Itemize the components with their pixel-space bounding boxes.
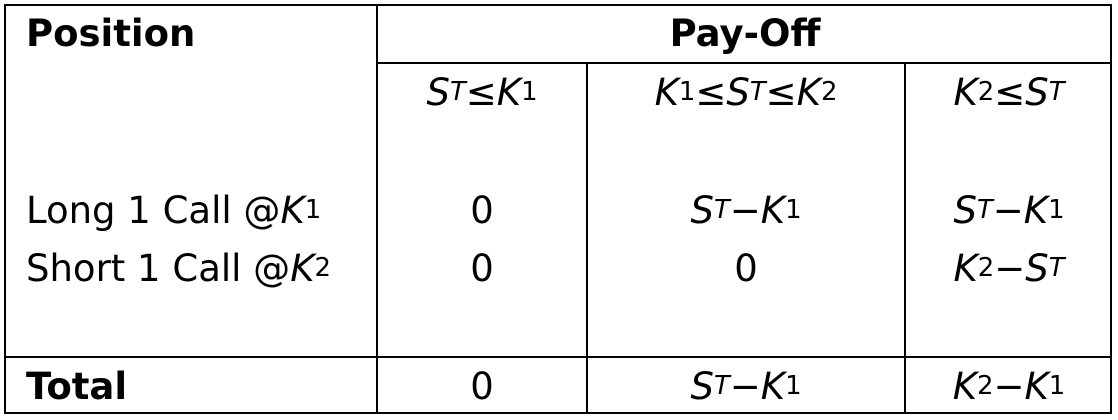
header-divider: [376, 62, 1112, 64]
payoff-column-divider-2: [904, 62, 906, 414]
position-column-divider: [376, 4, 378, 414]
total-divider: [4, 356, 1112, 358]
payoff-header-text: Pay-Off: [669, 11, 821, 55]
position-header: Position: [26, 4, 366, 62]
row-short-call-c2: 0: [734, 246, 758, 290]
total-c1: 0: [470, 364, 494, 408]
payoff-column-divider-1: [586, 62, 588, 414]
total-label: Total: [26, 364, 128, 408]
row-short-call-c1: 0: [470, 246, 494, 290]
position-header-text: Position: [26, 11, 196, 55]
payoff-table: [4, 4, 1112, 414]
row-long-call-c1: 0: [470, 188, 494, 232]
payoff-header: Pay-Off: [378, 4, 1112, 62]
